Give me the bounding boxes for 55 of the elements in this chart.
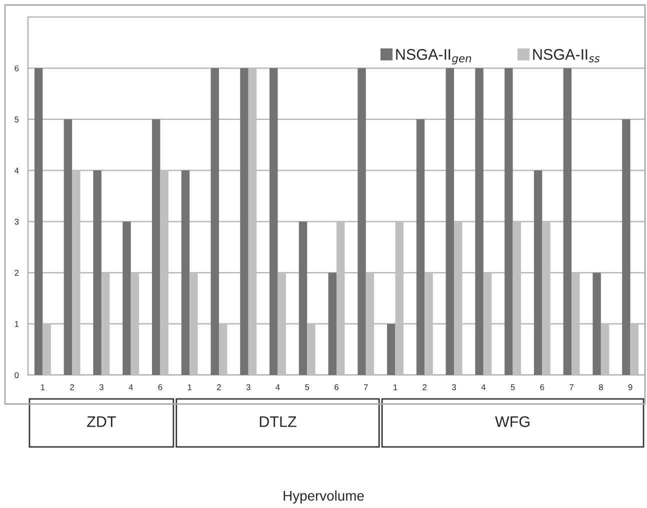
bar [240, 68, 248, 375]
bar [563, 68, 572, 375]
bar [93, 170, 102, 375]
y-tick-label: 4 [14, 168, 19, 174]
x-tick-label: 2 [70, 384, 74, 390]
text: WFG [495, 416, 530, 428]
bar [34, 68, 43, 375]
x-tick-label: 3 [452, 384, 456, 390]
bar [534, 170, 542, 375]
y-tick-label: 1 [14, 321, 19, 327]
y-tick-label: 5 [14, 116, 19, 122]
y-tick-label: 6 [14, 65, 19, 72]
bar [504, 68, 513, 375]
x-tick-label: 5 [305, 384, 310, 390]
bar [592, 272, 601, 375]
x-tick-label: 4 [481, 384, 486, 390]
x-tick-label: 6 [158, 384, 162, 390]
x-tick-label: 7 [570, 384, 574, 390]
bar [446, 68, 454, 375]
y-tick-label: 3 [14, 218, 19, 225]
text: ZDT [87, 416, 116, 427]
bar [210, 68, 219, 375]
x-tick-label: 1 [188, 384, 192, 390]
bar [387, 324, 396, 375]
x-tick-label: 5 [510, 384, 515, 390]
bar [358, 68, 366, 375]
bar [416, 119, 425, 375]
x-tick-label: 8 [598, 384, 603, 390]
x-tick-label: 7 [364, 384, 368, 390]
x-tick-label: 9 [628, 384, 632, 390]
text: Hypervolume [284, 490, 364, 504]
bar [152, 119, 160, 375]
y-tick-label: 0 [14, 372, 19, 378]
bar [622, 119, 630, 375]
x-tick-label: 6 [334, 384, 338, 390]
x-tick-label: 4 [276, 384, 280, 390]
bar [328, 272, 336, 375]
bar [181, 170, 190, 375]
x-tick-label: 3 [99, 384, 104, 390]
bar [298, 222, 308, 375]
bar [475, 68, 484, 375]
text: DTLZ [260, 416, 296, 427]
x-tick-label: 6 [540, 384, 544, 390]
x-tick-label: 3 [246, 384, 250, 390]
legend-label: NSGA-II$_{ss}$ [533, 49, 600, 62]
x-tick-label: 2 [422, 384, 427, 390]
bar [64, 119, 72, 375]
x-tick-label: 1 [394, 384, 398, 390]
x-tick-label: 2 [217, 384, 221, 390]
y-tick-label: 2 [14, 270, 19, 276]
x-tick-label: 4 [128, 384, 133, 390]
bar [270, 68, 278, 375]
bar [122, 222, 131, 375]
x-tick-label: 1 [41, 384, 45, 390]
legend-label: NSGA-II$_{gen}$ [396, 49, 472, 64]
